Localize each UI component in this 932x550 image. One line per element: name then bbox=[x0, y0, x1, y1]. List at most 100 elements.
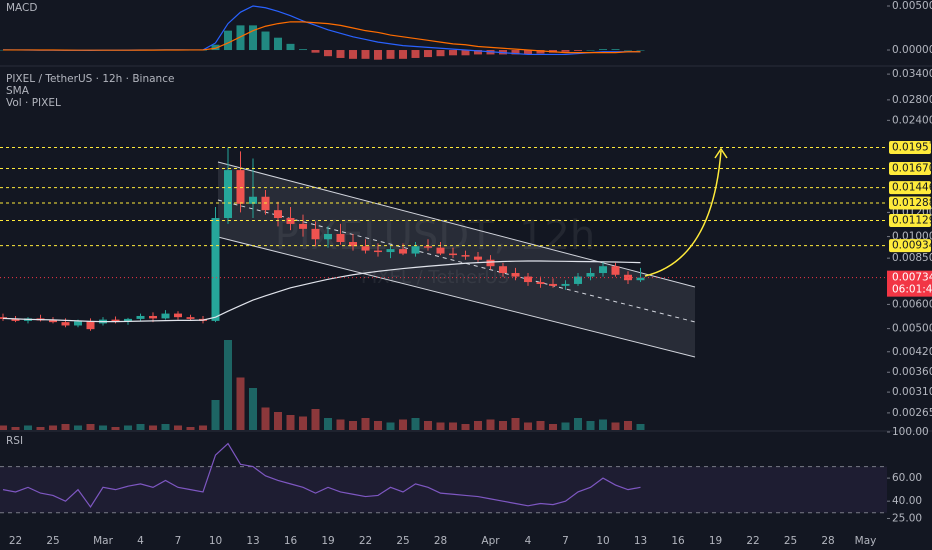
histogram-bar bbox=[599, 49, 607, 51]
volume-bar bbox=[174, 425, 182, 430]
candle-body bbox=[361, 246, 370, 251]
histogram-bar bbox=[611, 49, 620, 51]
candle-body bbox=[336, 233, 345, 243]
histogram-bar bbox=[349, 50, 357, 59]
last-price-label: 0.00734 bbox=[892, 272, 932, 284]
histogram-bar bbox=[624, 50, 632, 51]
volume-bar bbox=[211, 400, 220, 430]
candle-body bbox=[236, 170, 245, 204]
x-tick-label: 25 bbox=[46, 535, 59, 547]
volume-bar bbox=[36, 427, 45, 430]
rsi-line bbox=[2, 442, 641, 509]
pane-title: RSI bbox=[6, 435, 23, 447]
volume-bar bbox=[311, 409, 320, 430]
histogram-bar bbox=[386, 50, 395, 59]
y-tick-label: 0.00000 bbox=[892, 44, 932, 56]
y-tick-label: 0.02800 bbox=[892, 94, 932, 106]
indicator-label: Vol · PIXEL bbox=[6, 97, 61, 109]
volume-bar bbox=[186, 427, 195, 430]
x-tick-label: 4 bbox=[137, 535, 144, 547]
volume-bar bbox=[111, 427, 120, 430]
candle-body bbox=[611, 266, 620, 275]
x-tick-label: 19 bbox=[709, 535, 722, 547]
x-tick-label: 22 bbox=[9, 535, 22, 547]
volume-bar bbox=[449, 422, 457, 430]
candle-body bbox=[211, 218, 220, 321]
candle-body bbox=[286, 218, 295, 224]
volume-bar bbox=[11, 427, 20, 430]
candle-body bbox=[374, 250, 382, 253]
level-tag bbox=[889, 213, 931, 227]
histogram-bar bbox=[561, 50, 570, 52]
candle-body bbox=[449, 253, 457, 256]
volume-bar bbox=[224, 340, 232, 430]
volume-bar bbox=[49, 425, 57, 430]
x-tick-label: 22 bbox=[746, 535, 759, 547]
candle-body bbox=[11, 318, 20, 321]
x-tick-label: 25 bbox=[396, 535, 409, 547]
histogram-bar bbox=[411, 50, 420, 58]
x-tick-label: May bbox=[855, 535, 877, 547]
last-price-tag bbox=[887, 270, 932, 297]
histogram-bar bbox=[274, 37, 282, 51]
y-tick-label: 0.00850 bbox=[892, 252, 932, 264]
volume-bar bbox=[274, 412, 282, 430]
candle-body bbox=[474, 256, 482, 260]
volume-bar bbox=[99, 425, 107, 430]
histogram-bar bbox=[399, 50, 407, 59]
volume-bar bbox=[74, 425, 82, 430]
pane-title: PIXEL / TetherUS · 12h · Binance bbox=[6, 73, 174, 85]
histogram-bar bbox=[424, 50, 432, 58]
candle-body bbox=[124, 318, 132, 322]
candle-body bbox=[324, 233, 332, 240]
signal-line bbox=[3, 21, 641, 54]
histogram-bar bbox=[361, 50, 370, 59]
histogram-bar bbox=[524, 50, 532, 55]
histogram-bar bbox=[536, 50, 545, 54]
histogram-bar bbox=[249, 25, 257, 51]
histogram-bar bbox=[374, 50, 382, 60]
y-tick-label: 0.00420 bbox=[892, 346, 932, 358]
volume-bar bbox=[149, 425, 157, 430]
histogram-bar bbox=[436, 50, 445, 57]
volume-bar bbox=[349, 421, 357, 430]
candle-body bbox=[349, 242, 357, 247]
volume-bar bbox=[261, 407, 270, 430]
candle-body bbox=[499, 266, 507, 274]
arrow-head bbox=[714, 147, 728, 159]
candle-body bbox=[461, 255, 470, 257]
histogram-bar bbox=[636, 50, 645, 51]
histogram-bar bbox=[324, 50, 332, 57]
candle-body bbox=[511, 273, 520, 277]
histogram-bar bbox=[311, 50, 320, 53]
x-tick-label: 19 bbox=[321, 535, 334, 547]
candle-body bbox=[161, 313, 170, 319]
candle-body bbox=[149, 315, 157, 319]
candle-body bbox=[411, 246, 420, 254]
volume-bar bbox=[61, 424, 70, 430]
volume-bar bbox=[336, 419, 345, 430]
level-label: 0.00934 bbox=[892, 240, 932, 252]
x-tick-label: 4 bbox=[525, 535, 532, 547]
candle-body bbox=[399, 249, 407, 254]
x-tick-label: 13 bbox=[246, 535, 259, 547]
channel-line bbox=[217, 236, 696, 358]
x-tick-label: 7 bbox=[562, 535, 569, 547]
candle-body bbox=[574, 276, 582, 284]
y-tick-label: 0.02400 bbox=[892, 114, 932, 126]
volume-bar bbox=[549, 424, 557, 430]
x-tick-label: 10 bbox=[209, 535, 222, 547]
volume-bar bbox=[24, 425, 32, 430]
channel-fill bbox=[218, 162, 695, 357]
x-tick-label: 16 bbox=[671, 535, 685, 547]
level-tag bbox=[889, 196, 931, 210]
x-tick-label: 16 bbox=[284, 535, 298, 547]
volume-bar bbox=[86, 424, 95, 430]
candle-body bbox=[636, 277, 645, 281]
level-label: 0.01446 bbox=[892, 182, 932, 194]
volume-bar bbox=[374, 421, 382, 430]
volume-bar bbox=[436, 422, 445, 430]
volume-bar bbox=[0, 425, 7, 430]
